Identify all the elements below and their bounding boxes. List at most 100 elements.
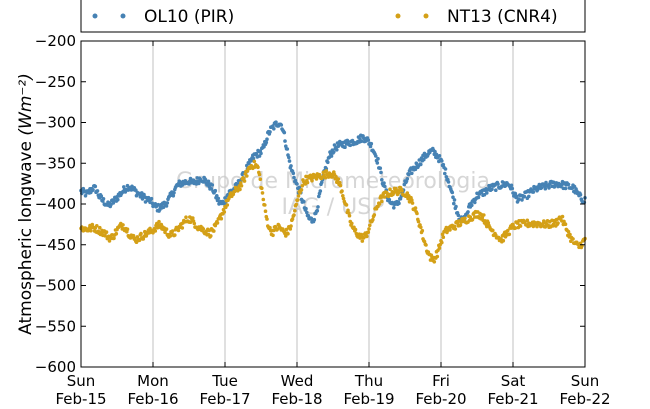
- data-point: [513, 191, 518, 196]
- data-point: [153, 229, 158, 233]
- data-point: [168, 234, 173, 238]
- data-point: [496, 182, 500, 186]
- data-point: [446, 180, 451, 184]
- data-point: [392, 206, 396, 210]
- data-point: [453, 227, 458, 231]
- x-tick-label-day: Thu: [354, 372, 383, 390]
- x-tick-label-day: Mon: [137, 372, 169, 390]
- data-point: [566, 182, 571, 187]
- data-point: [329, 154, 334, 158]
- data-point: [131, 233, 136, 238]
- data-point: [452, 198, 457, 202]
- data-point: [367, 227, 371, 231]
- data-point: [285, 147, 290, 151]
- data-point: [510, 186, 515, 191]
- data-point: [350, 221, 354, 226]
- data-point: [176, 228, 181, 233]
- data-point: [260, 191, 265, 195]
- data-point: [289, 224, 293, 228]
- data-point: [122, 185, 126, 189]
- data-point: [527, 194, 531, 199]
- data-point: [272, 127, 276, 131]
- data-point: [187, 182, 191, 186]
- data-point: [394, 186, 398, 191]
- data-point: [348, 143, 353, 148]
- data-point: [112, 236, 116, 241]
- data-point: [410, 201, 415, 205]
- data-point: [387, 197, 392, 202]
- data-point: [494, 188, 498, 192]
- data-point: [539, 186, 544, 190]
- data-point: [369, 141, 374, 146]
- data-point: [101, 197, 106, 201]
- data-point: [362, 235, 366, 240]
- data-point: [95, 189, 100, 193]
- data-point: [310, 178, 314, 183]
- data-point: [263, 203, 267, 207]
- x-tick-label-day: Sat: [501, 372, 526, 390]
- data-point: [397, 191, 401, 195]
- x-tick-label-day: Tue: [211, 372, 238, 390]
- data-point: [213, 188, 218, 193]
- data-point: [466, 210, 470, 214]
- data-point: [440, 159, 444, 163]
- y-axis-title: Atmospheric longwave (Wm⁻²): [16, 73, 36, 335]
- data-point: [197, 181, 201, 186]
- x-tick-label-date: Feb-18: [271, 390, 322, 408]
- data-point: [315, 208, 320, 213]
- data-point: [437, 154, 442, 158]
- data-point: [323, 175, 328, 180]
- data-point: [432, 260, 437, 264]
- legend-marker: [395, 13, 401, 19]
- y-tick-label: −350: [35, 154, 76, 172]
- data-point: [359, 139, 364, 144]
- data-point: [338, 180, 342, 185]
- data-point: [441, 235, 446, 239]
- data-point: [93, 184, 98, 189]
- data-point: [360, 239, 365, 243]
- data-point: [125, 227, 130, 231]
- data-point: [451, 195, 455, 199]
- y-tick-label: −400: [35, 195, 76, 213]
- data-point: [547, 186, 551, 190]
- data-point: [308, 173, 313, 178]
- data-point: [365, 234, 369, 239]
- data-point: [98, 225, 102, 230]
- x-tick-label-date: Feb-20: [415, 390, 466, 408]
- data-point: [83, 194, 88, 198]
- legend-marker: [92, 13, 98, 19]
- data-point: [380, 178, 384, 182]
- data-point: [368, 223, 372, 228]
- data-point: [171, 194, 176, 198]
- data-point: [268, 130, 272, 134]
- data-point: [563, 186, 568, 191]
- data-point: [317, 172, 322, 177]
- x-tick-label-day: Sun: [571, 372, 600, 390]
- data-point: [330, 175, 335, 179]
- data-point: [531, 190, 536, 194]
- x-tick-label-date: Feb-17: [199, 390, 250, 408]
- data-point: [238, 187, 242, 192]
- data-point: [362, 136, 366, 140]
- data-point: [89, 228, 93, 233]
- data-point: [382, 181, 386, 185]
- data-point: [378, 166, 383, 170]
- data-point: [344, 203, 349, 207]
- y-tick-label: −500: [35, 277, 76, 295]
- series-points: [79, 120, 587, 264]
- data-point: [476, 195, 481, 200]
- data-point: [513, 226, 518, 230]
- series-nt13: [79, 159, 587, 264]
- data-point: [419, 225, 423, 230]
- data-point: [297, 185, 302, 190]
- data-point: [452, 201, 456, 206]
- data-point: [456, 213, 461, 217]
- data-point: [520, 198, 524, 202]
- data-point: [463, 216, 467, 221]
- data-point: [448, 228, 452, 232]
- data-point: [368, 144, 373, 149]
- data-point: [458, 223, 463, 227]
- data-point: [560, 214, 565, 219]
- data-point: [379, 170, 383, 175]
- legend-label: OL10 (PIR): [144, 7, 234, 27]
